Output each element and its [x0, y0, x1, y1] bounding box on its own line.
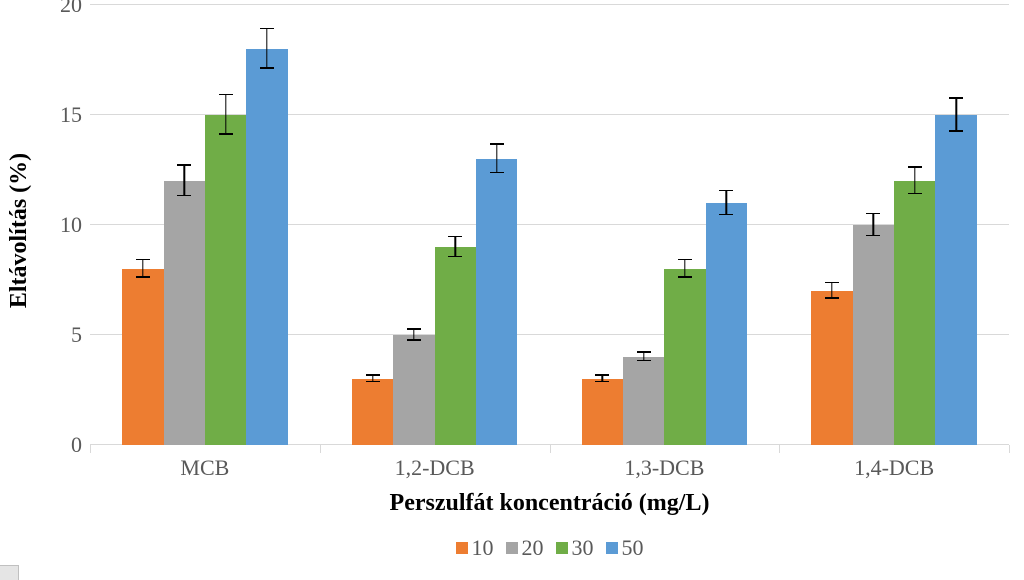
- bar: [476, 159, 517, 445]
- error-cap: [825, 282, 839, 283]
- chart-container: Eltávolítás (%) 05101520MCB1,2-DCB1,3-DC…: [0, 0, 1024, 580]
- error-bar: [225, 95, 226, 135]
- y-axis-title: Eltávolítás (%): [0, 0, 40, 460]
- error-cap: [719, 190, 733, 191]
- legend-swatch: [556, 542, 568, 554]
- legend-label: 20: [522, 535, 544, 561]
- legend-item: 30: [556, 535, 594, 561]
- error-cap: [866, 213, 880, 214]
- x-category-label: 1,2-DCB: [395, 445, 475, 481]
- legend-item: 20: [506, 535, 544, 561]
- error-cap: [448, 236, 462, 237]
- bar: [935, 115, 976, 445]
- error-cap: [136, 259, 150, 260]
- x-category-label: 1,4-DCB: [854, 445, 934, 481]
- x-tick-mark: [90, 445, 91, 453]
- error-bar: [455, 237, 456, 257]
- bar: [706, 203, 747, 445]
- legend-swatch: [606, 542, 618, 554]
- y-axis-title-text: Eltávolítás (%): [7, 152, 34, 307]
- error-bar: [183, 166, 184, 197]
- x-axis-title: Perszulfát koncentráció (mg/L): [90, 490, 1009, 517]
- error-cap: [678, 276, 692, 277]
- bar: [894, 181, 935, 445]
- error-cap: [366, 374, 380, 375]
- error-cap: [177, 164, 191, 165]
- error-bar: [266, 29, 267, 69]
- bar: [582, 379, 623, 445]
- error-cap: [637, 351, 651, 352]
- error-cap: [595, 381, 609, 382]
- legend-label: 30: [572, 535, 594, 561]
- x-category-label: 1,3-DCB: [624, 445, 704, 481]
- category-group: [779, 5, 1009, 445]
- error-cap: [637, 360, 651, 361]
- bar: [164, 181, 205, 445]
- legend-swatch: [456, 542, 468, 554]
- category-group: [320, 5, 550, 445]
- plot-area: 05101520MCB1,2-DCB1,3-DCB1,4-DCB: [90, 5, 1009, 445]
- x-tick-mark: [779, 445, 780, 453]
- bar: [853, 225, 894, 445]
- bar: [122, 269, 163, 445]
- error-cap: [719, 214, 733, 215]
- x-tick-mark: [550, 445, 551, 453]
- error-cap: [260, 28, 274, 29]
- error-cap: [908, 166, 922, 167]
- error-bar: [142, 260, 143, 278]
- legend-item: 50: [606, 535, 644, 561]
- error-cap: [678, 259, 692, 260]
- legend-item: 10: [456, 535, 494, 561]
- bar: [623, 357, 664, 445]
- bar: [205, 115, 246, 445]
- error-bar: [914, 168, 915, 194]
- error-cap: [136, 276, 150, 277]
- x-axis-title-text: Perszulfát koncentráció (mg/L): [390, 490, 710, 516]
- bar: [811, 291, 852, 445]
- error-cap: [866, 235, 880, 236]
- y-tick-label: 5: [71, 322, 90, 348]
- error-cap: [908, 193, 922, 194]
- error-cap: [949, 130, 963, 131]
- error-bar: [496, 145, 497, 174]
- legend-label: 10: [472, 535, 494, 561]
- category-group: [90, 5, 320, 445]
- category-group: [550, 5, 780, 445]
- legend: 10 20 30 50: [90, 535, 1009, 561]
- error-bar: [873, 214, 874, 236]
- corner-fold-decoration: [0, 565, 19, 580]
- error-bar: [726, 191, 727, 215]
- legend-label: 50: [622, 535, 644, 561]
- error-cap: [448, 256, 462, 257]
- error-cap: [490, 143, 504, 144]
- error-cap: [366, 381, 380, 382]
- bar: [352, 379, 393, 445]
- error-bar: [684, 260, 685, 278]
- legend-swatch: [506, 542, 518, 554]
- error-cap: [260, 67, 274, 68]
- error-cap: [595, 374, 609, 375]
- error-cap: [407, 339, 421, 340]
- error-bar: [955, 99, 956, 132]
- error-cap: [219, 133, 233, 134]
- bar: [246, 49, 287, 445]
- y-tick-label: 15: [60, 102, 90, 128]
- error-cap: [949, 97, 963, 98]
- bar: [435, 247, 476, 445]
- x-tick-mark: [320, 445, 321, 453]
- y-tick-label: 0: [71, 432, 90, 458]
- y-tick-label: 20: [60, 0, 90, 18]
- error-cap: [490, 172, 504, 173]
- y-tick-label: 10: [60, 212, 90, 238]
- x-category-label: MCB: [180, 445, 229, 481]
- error-cap: [219, 94, 233, 95]
- error-cap: [407, 328, 421, 329]
- x-tick-mark: [1009, 445, 1010, 453]
- error-cap: [177, 195, 191, 196]
- bar: [393, 335, 434, 445]
- error-cap: [825, 297, 839, 298]
- bar: [664, 269, 705, 445]
